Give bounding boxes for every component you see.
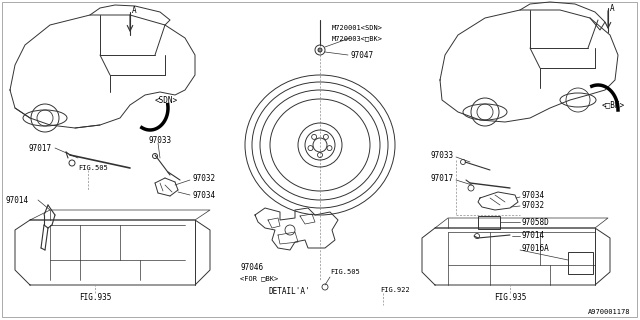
Text: A: A (610, 4, 614, 12)
FancyBboxPatch shape (568, 252, 593, 274)
Text: 97047: 97047 (350, 51, 373, 60)
Text: 97016A: 97016A (522, 244, 550, 252)
Text: A970001178: A970001178 (588, 309, 630, 315)
Text: 97046: 97046 (240, 263, 263, 273)
Text: FIG.935: FIG.935 (494, 293, 526, 302)
Text: 97058D: 97058D (522, 218, 550, 227)
Text: FIG.505: FIG.505 (78, 165, 108, 171)
Text: 97014: 97014 (522, 230, 545, 239)
Text: 97033: 97033 (430, 150, 453, 159)
Text: <FOR □BK>: <FOR □BK> (240, 275, 278, 281)
Text: 97014: 97014 (5, 196, 28, 204)
Text: <□BK>: <□BK> (602, 100, 625, 109)
Text: FIG.505: FIG.505 (330, 269, 360, 275)
Text: 97034: 97034 (522, 190, 545, 199)
Text: 97017: 97017 (430, 173, 453, 182)
FancyBboxPatch shape (478, 216, 500, 229)
Text: M720003<□BK>: M720003<□BK> (332, 35, 383, 41)
Text: 97032: 97032 (522, 201, 545, 210)
Text: FIG.935: FIG.935 (79, 293, 111, 302)
Text: A: A (132, 5, 136, 14)
Text: 97033: 97033 (148, 135, 171, 145)
Text: FIG.922: FIG.922 (380, 287, 410, 293)
Text: 97034: 97034 (192, 190, 215, 199)
Text: <SDN>: <SDN> (155, 95, 178, 105)
Text: 97017: 97017 (28, 143, 51, 153)
Circle shape (318, 48, 322, 52)
Text: 97032: 97032 (192, 173, 215, 182)
Text: M720001<SDN>: M720001<SDN> (332, 25, 383, 31)
Text: DETAIL'A': DETAIL'A' (268, 287, 310, 297)
